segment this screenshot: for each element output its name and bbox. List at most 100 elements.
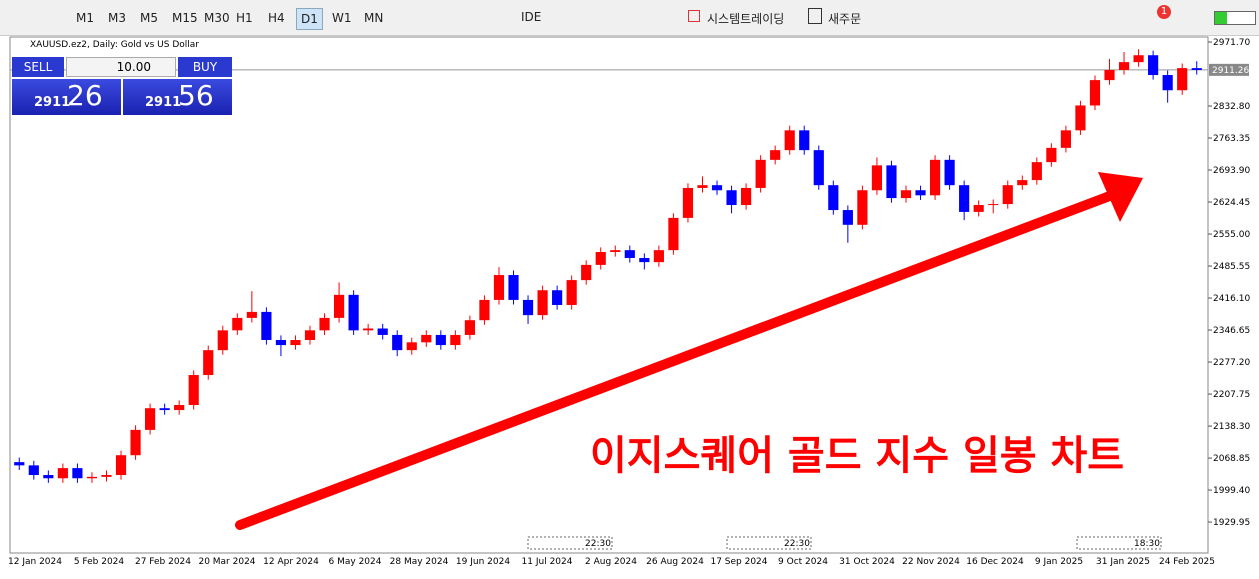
candle-body (944, 159, 955, 186)
x-tick-label: 11 Jul 2024 (522, 557, 573, 567)
candle-body (290, 340, 301, 346)
sell-button[interactable]: SELL (12, 57, 64, 77)
y-tick-label: 2207.75 (1213, 390, 1250, 400)
y-tick-label: 2138.30 (1213, 422, 1250, 432)
timeframe-button[interactable]: D1 (296, 8, 323, 30)
x-tick-label: 31 Jan 2025 (1096, 557, 1150, 567)
bid-big: 2911 (34, 95, 71, 110)
x-tick-label: 31 Oct 2024 (839, 557, 895, 567)
candle-body (1075, 105, 1086, 131)
candle-body (1177, 68, 1188, 91)
trend-arrow (235, 189, 1120, 530)
timeframe-button[interactable]: H4 (268, 11, 285, 25)
candle-body (886, 165, 897, 199)
chart: XAUUSD.ez2, Daily: Gold vs US Dollar 192… (8, 36, 1250, 567)
buy-button[interactable]: BUY (178, 57, 232, 77)
candle-body (421, 334, 432, 343)
new-order-button[interactable]: 새주문 (828, 12, 862, 26)
candle-body (1060, 130, 1071, 148)
candle-body (57, 468, 68, 479)
candle-body (86, 476, 98, 479)
timeframe-button[interactable]: M3 (108, 11, 126, 25)
candle-body (566, 280, 577, 305)
session-label: 22:30 (585, 539, 611, 549)
candle-body (159, 408, 170, 411)
candle-body (857, 190, 868, 225)
candle-body (624, 250, 635, 258)
candle-body (1031, 162, 1042, 181)
ask-small: 56 (178, 79, 214, 112)
algo-icon (688, 10, 700, 22)
timeframe-button[interactable]: W1 (332, 11, 352, 25)
candle-body (610, 250, 621, 252)
candle-body (639, 257, 650, 263)
candle-body (1017, 180, 1028, 186)
candle-body (959, 185, 970, 212)
candle-body (188, 375, 199, 405)
candle-body (304, 330, 316, 341)
timeframe-button[interactable]: M5 (140, 11, 158, 25)
candle-body (595, 251, 606, 265)
candle-body (392, 334, 403, 351)
trend-arrow-head (1098, 172, 1143, 222)
session-label: 22:30 (784, 539, 810, 549)
plot-frame (9, 36, 1209, 554)
session-box (726, 536, 812, 550)
ide-button[interactable]: IDE (521, 10, 542, 24)
current-price-box (1209, 63, 1249, 76)
candle-body (43, 475, 54, 479)
candle-body (842, 210, 853, 225)
timeframe-button[interactable]: M15 (172, 11, 198, 25)
candle-body (435, 334, 446, 346)
timeframe-button[interactable]: H1 (236, 11, 253, 25)
x-tick-label: 12 Apr 2024 (263, 557, 319, 567)
x-tick-label: 5 Feb 2024 (74, 557, 125, 567)
ask-big: 2911 (145, 95, 182, 110)
x-tick-label: 22 Nov 2024 (902, 557, 960, 567)
candle-body (377, 328, 388, 335)
timeframe-button[interactable]: M30 (204, 11, 230, 25)
bid-box[interactable]: 2911 26 (12, 79, 121, 115)
candle-body (450, 334, 461, 346)
candle-body (493, 275, 505, 300)
algo-trading-button[interactable]: 시스템트레이딩 (707, 12, 785, 26)
candle-body (508, 275, 519, 300)
y-tick-label: 2971.70 (1213, 38, 1250, 48)
candle-body (799, 130, 810, 151)
candle-body (1148, 55, 1159, 76)
y-tick-label: 2346.65 (1213, 326, 1250, 336)
candle-body (828, 185, 839, 211)
candle-body (871, 165, 883, 191)
timeframe-button[interactable]: MN (364, 11, 384, 25)
candle-body (1002, 185, 1013, 205)
y-tick-label: 1999.40 (1213, 486, 1250, 496)
candle-body (552, 290, 563, 305)
y-tick-label: 2277.20 (1213, 358, 1250, 368)
bid-small: 26 (67, 79, 103, 112)
candle-body (770, 150, 781, 160)
y-tick-label: 2416.10 (1213, 294, 1250, 304)
lot-input[interactable]: 10.00 (66, 57, 176, 77)
x-tick-label: 2 Aug 2024 (585, 557, 637, 567)
alert-badge[interactable]: 1 (1157, 5, 1171, 19)
session-box (1076, 536, 1162, 550)
candle-body (973, 204, 984, 212)
candle-body (1104, 69, 1115, 81)
candle-body (1162, 75, 1173, 91)
y-tick-label: 2555.00 (1213, 230, 1250, 240)
y-tick-label: 2693.90 (1213, 166, 1250, 176)
candle-body (261, 311, 272, 341)
candle-body (479, 299, 490, 321)
timeframe-button[interactable]: M1 (76, 11, 94, 25)
candle-body (784, 130, 795, 151)
ask-box[interactable]: 2911 56 (123, 79, 232, 115)
candle-body (711, 185, 723, 191)
candle-body (668, 217, 679, 251)
x-tick-label: 9 Oct 2024 (778, 557, 828, 567)
x-tick-label: 6 May 2024 (329, 557, 382, 567)
session-box (527, 536, 613, 550)
candle-body (275, 340, 287, 346)
trade-panel: SELL 10.00 BUY 2911 26 2911 56 (12, 57, 232, 115)
candle-body (929, 159, 941, 196)
signal-meter (1214, 11, 1256, 25)
